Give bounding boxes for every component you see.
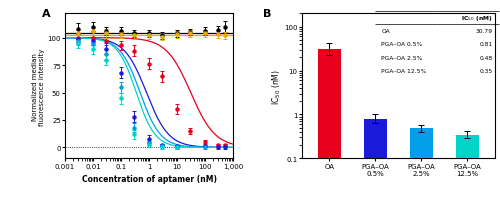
Y-axis label: Normalized median
fluorescence intensity: Normalized median fluorescence intensity: [32, 48, 44, 125]
Text: A: A: [42, 9, 50, 19]
Bar: [456, 135, 479, 206]
X-axis label: Concentration of aptamer (nM): Concentration of aptamer (nM): [82, 174, 216, 183]
Bar: [364, 119, 387, 206]
Text: B: B: [263, 9, 272, 19]
Bar: [410, 129, 433, 206]
Bar: [318, 50, 341, 206]
Y-axis label: IC$_{50}$ (nM): IC$_{50}$ (nM): [270, 69, 282, 104]
